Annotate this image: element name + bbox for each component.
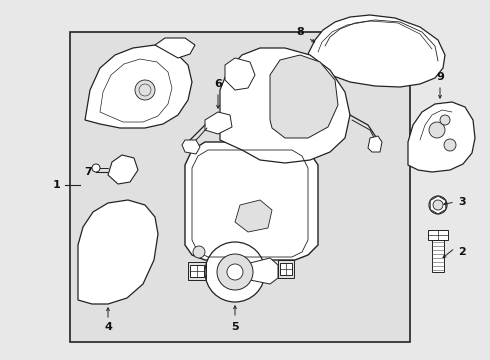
Circle shape: [205, 242, 265, 302]
Circle shape: [217, 254, 253, 290]
Text: 8: 8: [296, 27, 304, 37]
Circle shape: [440, 115, 450, 125]
Text: 1: 1: [53, 180, 61, 190]
Polygon shape: [190, 265, 204, 277]
Circle shape: [227, 264, 243, 280]
Text: 2: 2: [458, 247, 466, 257]
Polygon shape: [225, 58, 255, 90]
Text: 6: 6: [214, 79, 222, 89]
Polygon shape: [432, 240, 444, 272]
Polygon shape: [408, 102, 475, 172]
Polygon shape: [428, 230, 448, 240]
Polygon shape: [155, 38, 195, 58]
Circle shape: [429, 122, 445, 138]
Polygon shape: [182, 140, 200, 154]
Polygon shape: [85, 45, 192, 128]
Bar: [70, 32, 410, 342]
Polygon shape: [205, 112, 232, 134]
Circle shape: [135, 80, 155, 100]
Circle shape: [429, 196, 447, 214]
Polygon shape: [280, 263, 292, 275]
Text: 7: 7: [84, 167, 92, 177]
Text: 9: 9: [436, 72, 444, 82]
Polygon shape: [270, 55, 338, 138]
Polygon shape: [185, 142, 318, 260]
Circle shape: [193, 246, 205, 258]
Circle shape: [92, 164, 100, 172]
Polygon shape: [308, 15, 445, 87]
Text: 3: 3: [458, 197, 466, 207]
Polygon shape: [78, 200, 158, 304]
Text: 5: 5: [231, 322, 239, 332]
Polygon shape: [250, 258, 278, 284]
Circle shape: [433, 200, 443, 210]
Polygon shape: [220, 48, 350, 163]
Polygon shape: [235, 200, 272, 232]
Polygon shape: [368, 136, 382, 152]
Polygon shape: [108, 155, 138, 184]
Circle shape: [444, 139, 456, 151]
Text: 4: 4: [104, 322, 112, 332]
Polygon shape: [430, 196, 446, 214]
